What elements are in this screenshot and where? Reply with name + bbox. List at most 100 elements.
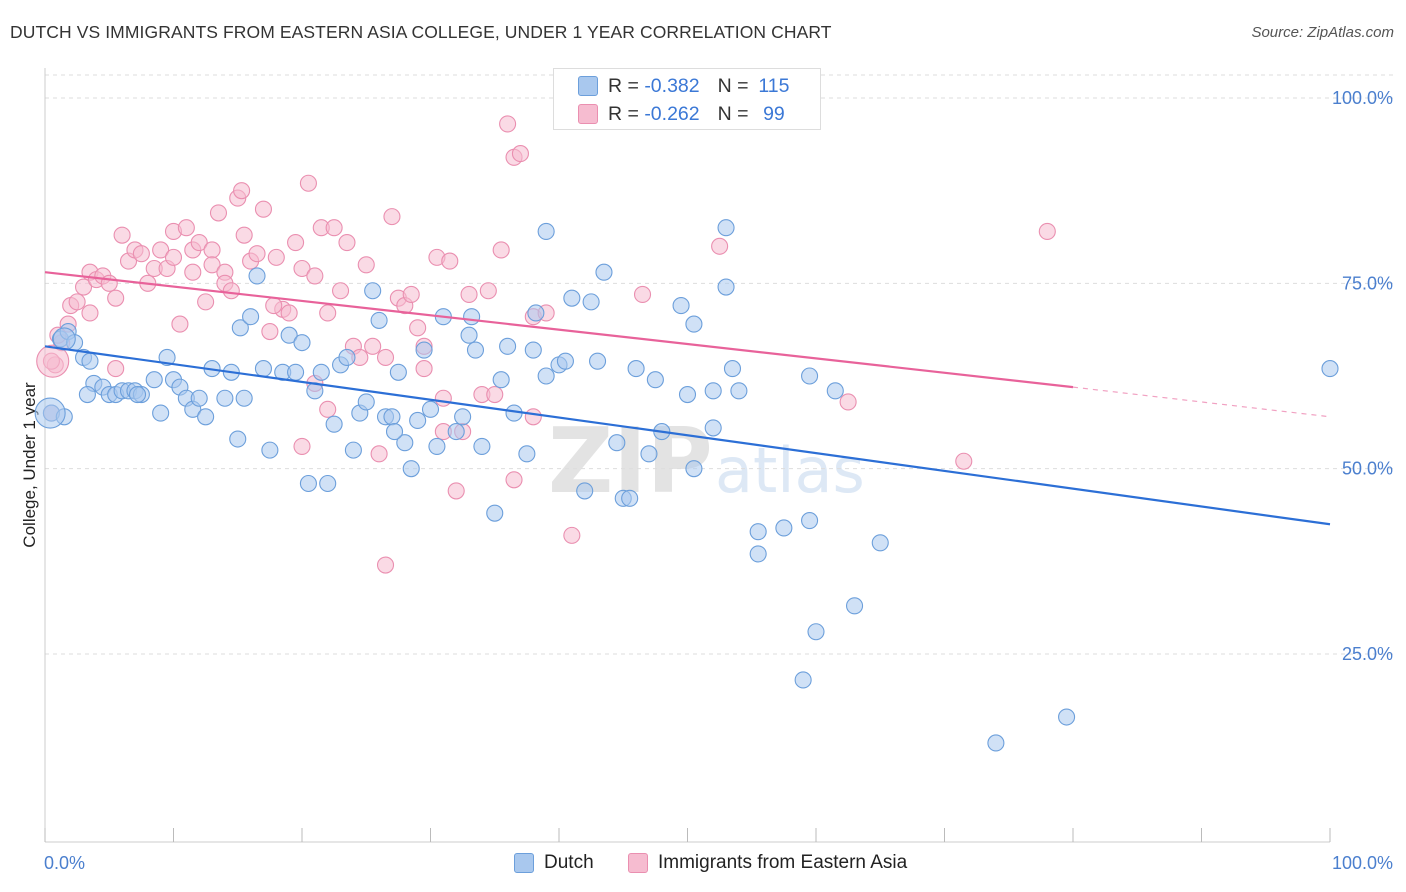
dutch-point [871,534,889,552]
dutch-point [473,437,491,455]
asia-point [235,226,253,244]
tick-labels: 25.0% 50.0% 75.0% 100.0% 0.0% 100.0% [44,88,1393,873]
dutch-point [287,363,305,381]
asia-point [499,115,517,133]
dutch-point [402,460,420,478]
dutch-point [537,222,555,240]
asia-point [177,219,195,237]
dutch-point [261,441,279,459]
dutch-point [396,434,414,452]
asia-cluster-point [36,344,70,378]
dutch-point [1058,708,1076,726]
asia-point [203,241,221,259]
n-value: 99 [763,102,785,125]
asia-point [338,234,356,252]
asia-point [370,445,388,463]
asia-point [955,452,973,470]
asia-point [113,226,131,244]
dutch-point [145,371,163,389]
r-label: R = [608,102,639,125]
dutch-point [383,408,401,426]
dutch-point [235,389,253,407]
dutch-point [428,437,446,455]
asia-point [434,389,452,407]
asia-point [287,234,305,252]
dutch-point [229,430,247,448]
dutch-point [364,282,382,300]
dutch-point [216,389,234,407]
dutch-point [254,360,273,378]
dutch-point [421,400,440,418]
dutch-point [717,278,735,296]
dutch-points [34,219,1339,752]
dutch-point [640,445,658,463]
dutch-point [280,326,298,344]
asia-point [203,256,221,274]
n-value: 115 [758,74,790,97]
dutch-point [794,671,812,689]
asia-point [209,204,228,222]
dutch-point [749,545,767,563]
y-tick-label: 25.0% [1342,644,1393,664]
dutch-point [556,352,574,370]
dutch-point [389,363,407,381]
x-tick-label: 0.0% [44,853,85,873]
asia-point [479,282,497,300]
dutch-legend-swatch [514,853,534,873]
asia-point [267,248,285,266]
dutch-point [492,371,510,389]
asia-point [197,293,215,311]
legend-row-asia: R = -0.262 N = 99 [578,100,794,128]
asia-point [132,245,150,263]
asia-trend-extension [1072,386,1331,418]
asia-point [524,408,542,426]
dutch-point [344,441,362,459]
r-value: -0.262 [644,102,700,125]
asia-point [233,182,251,200]
dutch-point [128,385,147,404]
asia-point [1038,222,1056,240]
asia-point [441,252,459,270]
dutch-point [486,504,504,522]
asia-point [254,200,273,218]
asia-point [711,237,729,255]
dutch-point [704,419,722,437]
dutch-point [447,423,465,441]
dutch-point [409,411,427,430]
dutch-point [338,348,356,367]
legend-label-asia: Immigrants from Eastern Asia [658,852,908,873]
dutch-point [627,360,645,378]
dutch-point [563,289,581,307]
asia-point [184,263,202,281]
asia-point [293,437,311,455]
legend-item-dutch: Dutch [514,852,594,874]
y-tick-label: 50.0% [1342,459,1393,479]
asia-point [402,285,420,304]
asia-point [164,248,183,266]
r-label: R = [608,74,639,97]
dutch-point [357,393,375,411]
asia-swatch [578,104,598,124]
asia-point [107,360,125,378]
dutch-point [197,408,215,426]
dutch-point [81,352,99,370]
dutch-point [524,341,542,359]
asia-point [511,145,530,163]
dutch-point [370,311,388,329]
asia-legend-swatch [628,853,648,873]
legend-item-asia: Immigrants from Eastern Asia [628,852,907,874]
trend-lines [44,271,1331,526]
dutch-point [152,404,170,422]
dutch-point [717,219,735,237]
dutch-point [415,341,433,359]
asia-point [261,322,279,341]
asia-point [364,337,382,355]
dutch-point [231,319,249,337]
dutch-trend-line [44,345,1331,526]
dutch-cluster-point [52,327,76,351]
dutch-point [312,363,330,381]
asia-point [248,245,266,263]
dutch-point [385,423,404,441]
asia-point [68,293,86,311]
dutch-point [582,293,600,311]
